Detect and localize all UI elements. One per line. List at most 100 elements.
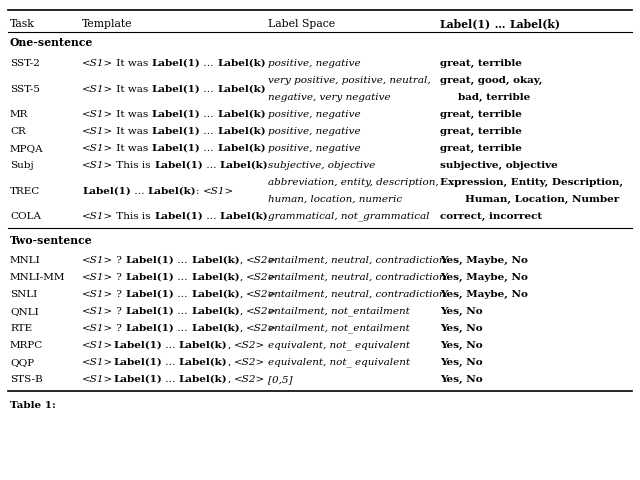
Text: Expression, Entity, Description,: Expression, Entity, Description, [440,178,623,187]
Text: Label(1): Label(1) [113,341,162,350]
Text: ,: , [227,341,234,350]
Text: bad, terrible: bad, terrible [458,93,531,102]
Text: Label(1): Label(1) [152,84,200,94]
Text: It was: It was [113,84,152,94]
Text: Label(1): Label(1) [113,375,162,384]
Text: Two-sentence: Two-sentence [10,235,93,245]
Text: subjective, objective: subjective, objective [440,161,557,170]
Text: <S1>: <S1> [82,212,113,221]
Text: ?: ? [113,324,125,333]
Text: <S1>: <S1> [82,307,113,316]
Text: Label(1): Label(1) [113,358,162,367]
Text: MNLI-MM: MNLI-MM [10,273,65,282]
Text: This is: This is [113,161,154,170]
Text: …: … [200,144,218,153]
Text: great, terrible: great, terrible [440,110,522,119]
Text: ,: , [239,290,246,299]
Text: Yes, No: Yes, No [440,375,483,384]
Text: This is: This is [113,212,154,221]
Text: entailment, not_entailment: entailment, not_entailment [268,307,410,316]
Text: ,: , [239,273,246,282]
Text: Yes, Maybe, No: Yes, Maybe, No [440,290,528,299]
Text: <S1>: <S1> [82,110,113,119]
Text: Label(1): Label(1) [125,256,174,265]
Text: …: … [491,19,509,29]
Text: <S1>: <S1> [82,324,113,333]
Text: Label(1): Label(1) [125,324,174,333]
Text: Yes, Maybe, No: Yes, Maybe, No [440,256,528,265]
Text: <S2>: <S2> [234,358,265,367]
Text: Label(1): Label(1) [154,212,203,221]
Text: MRPC: MRPC [10,341,44,350]
Text: It was: It was [113,110,152,119]
Text: Label(k): Label(k) [191,290,239,299]
Text: STS-B: STS-B [10,375,43,384]
Text: Yes, Maybe, No: Yes, Maybe, No [440,273,528,282]
Text: Label(k): Label(k) [191,324,239,333]
Text: …: … [174,273,191,282]
Text: …: … [200,84,218,94]
Text: Label(k): Label(k) [191,256,239,265]
Text: MR: MR [10,110,28,119]
Text: …: … [174,256,191,265]
Text: positive, negative: positive, negative [268,110,360,119]
Text: <S2>: <S2> [246,290,277,299]
Text: Label(k): Label(k) [509,19,561,29]
Text: great, terrible: great, terrible [440,127,522,136]
Text: positive, negative: positive, negative [268,144,360,153]
Text: Label Space: Label Space [268,19,335,29]
Text: QNLI: QNLI [10,307,39,316]
Text: …: … [174,324,191,333]
Text: abbreviation, entity, description,: abbreviation, entity, description, [268,178,438,187]
Text: Label(1): Label(1) [152,59,200,68]
Text: <S2>: <S2> [246,307,277,316]
Text: Label(k): Label(k) [220,212,268,221]
Text: MNLI: MNLI [10,256,41,265]
Text: SNLI: SNLI [10,290,37,299]
Text: Template: Template [82,19,132,29]
Text: Label(1): Label(1) [125,290,174,299]
Text: ,: , [227,375,234,384]
Text: <S1>: <S1> [82,127,113,136]
Text: Label(1): Label(1) [82,187,131,195]
Text: …: … [203,212,220,221]
Text: subjective, objective: subjective, objective [268,161,375,170]
Text: It was: It was [113,144,152,153]
Text: ,: , [227,358,234,367]
Text: …: … [162,358,179,367]
Text: <S1>: <S1> [82,161,113,170]
Text: …: … [203,161,220,170]
Text: <S2>: <S2> [246,256,277,265]
Text: MPQA: MPQA [10,144,44,153]
Text: equivalent, not_ equivalent: equivalent, not_ equivalent [268,341,410,350]
Text: ,: , [239,256,246,265]
Text: …: … [131,187,148,195]
Text: Label(1): Label(1) [440,19,491,29]
Text: ?: ? [113,307,125,316]
Text: Label(1): Label(1) [154,161,203,170]
Text: RTE: RTE [10,324,32,333]
Text: <S1>: <S1> [82,256,113,265]
Text: ?: ? [113,256,125,265]
Text: Label(1): Label(1) [125,273,174,282]
Text: ,: , [239,324,246,333]
Text: <S2>: <S2> [246,273,277,282]
Text: Label(k): Label(k) [218,110,266,119]
Text: <S1>: <S1> [203,187,234,195]
Text: <S1>: <S1> [82,273,113,282]
Text: great, good, okay,: great, good, okay, [440,76,542,85]
Text: Yes, No: Yes, No [440,358,483,367]
Text: Label(k): Label(k) [220,161,268,170]
Text: entailment, neutral, contradiction: entailment, neutral, contradiction [268,273,445,282]
Text: <S1>: <S1> [82,59,113,68]
Text: grammatical, not_grammatical: grammatical, not_grammatical [268,212,429,221]
Text: :: : [196,187,203,195]
Text: Yes, No: Yes, No [440,307,483,316]
Text: Label(k): Label(k) [191,273,239,282]
Text: Label(k): Label(k) [179,341,227,350]
Text: Table 1:: Table 1: [10,400,56,409]
Text: SST-5: SST-5 [10,84,40,94]
Text: It was: It was [113,59,152,68]
Text: <S1>: <S1> [82,84,113,94]
Text: <S2>: <S2> [234,341,265,350]
